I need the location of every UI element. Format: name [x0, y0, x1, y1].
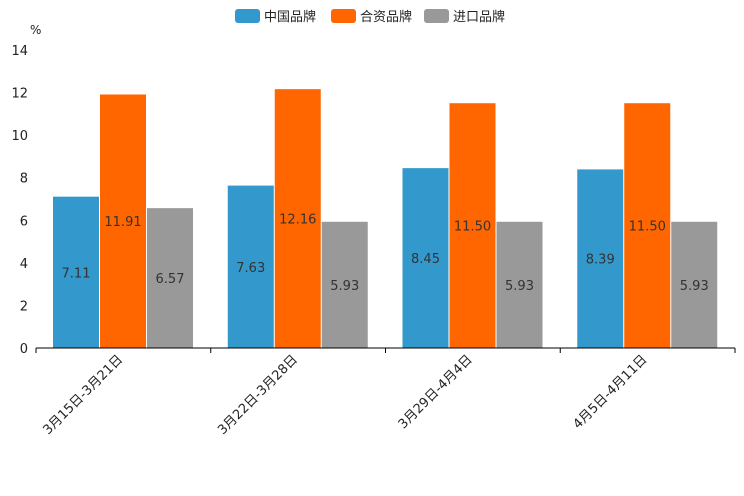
y-tick-label: 14: [11, 44, 28, 59]
data-label-2-1: 7.63: [236, 261, 265, 276]
y-tick-label: 8: [20, 172, 28, 187]
bar-1-1: [53, 196, 99, 348]
y-tick-label: 0: [20, 342, 28, 357]
x-axis: 3月15日-3月21日 3月22日-3月28日 3月29日-4月4日 4月5日-4月1…: [35, 347, 736, 438]
y-axis: 0 2 4 6 8 10 12 14: [11, 44, 28, 357]
data-label-1-1: 7.11: [62, 266, 91, 281]
legend: 中国品牌 合资品牌 进口品牌: [235, 9, 505, 25]
legend-label-1: 中国品牌: [264, 9, 316, 25]
legend-swatch-1: [235, 9, 260, 23]
bar-1-3: [147, 208, 193, 348]
data-label-1-2: 11.91: [104, 215, 141, 230]
data-label-3-2: 11.50: [454, 220, 491, 235]
data-label-3-1: 8.45: [411, 252, 440, 267]
x-tick-label-2: 3月22日-3月28日: [215, 352, 301, 438]
x-tick-label-3: 3月29日-4月4日: [396, 352, 476, 432]
y-tick-label: 6: [20, 214, 28, 229]
data-label-1-3: 6.57: [156, 272, 185, 287]
bar-2-2: [274, 89, 321, 348]
bar-3-3: [496, 221, 543, 348]
data-label-2-2: 12.16: [279, 213, 316, 228]
legend-swatch-2: [331, 9, 356, 23]
bar-2-3: [321, 221, 368, 348]
bar-1-2: [100, 94, 146, 348]
bar-3-2: [449, 103, 496, 348]
data-label-4-2: 11.50: [629, 220, 666, 235]
x-tick-label-1: 3月15日-3月21日: [40, 352, 126, 438]
x-tick-label-4: 4月5日-4月11日: [571, 352, 651, 432]
data-label-2-3: 5.93: [330, 279, 359, 294]
bar-2-1: [227, 185, 274, 348]
bar-4-2: [624, 103, 671, 348]
legend-label-2: 合资品牌: [360, 9, 412, 25]
y-axis-unit-label: %: [30, 23, 41, 37]
y-tick-label: 4: [20, 257, 28, 272]
legend-label-3: 进口品牌: [453, 9, 505, 25]
data-label-4-3: 5.93: [680, 279, 709, 294]
bar-4-3: [671, 221, 718, 348]
data-label-4-1: 8.39: [586, 253, 615, 268]
bar-4-1: [577, 169, 624, 348]
y-tick-label: 10: [11, 129, 28, 144]
bars: 7.11 11.91 6.57 7.63 12.16 5.93 8.45 11.50 5.93 8…: [53, 89, 718, 348]
bar-3-1: [402, 168, 449, 348]
legend-swatch-3: [424, 9, 449, 23]
y-tick-label: 2: [20, 299, 28, 314]
y-tick-label: 12: [11, 87, 28, 102]
data-label-3-3: 5.93: [505, 279, 534, 294]
